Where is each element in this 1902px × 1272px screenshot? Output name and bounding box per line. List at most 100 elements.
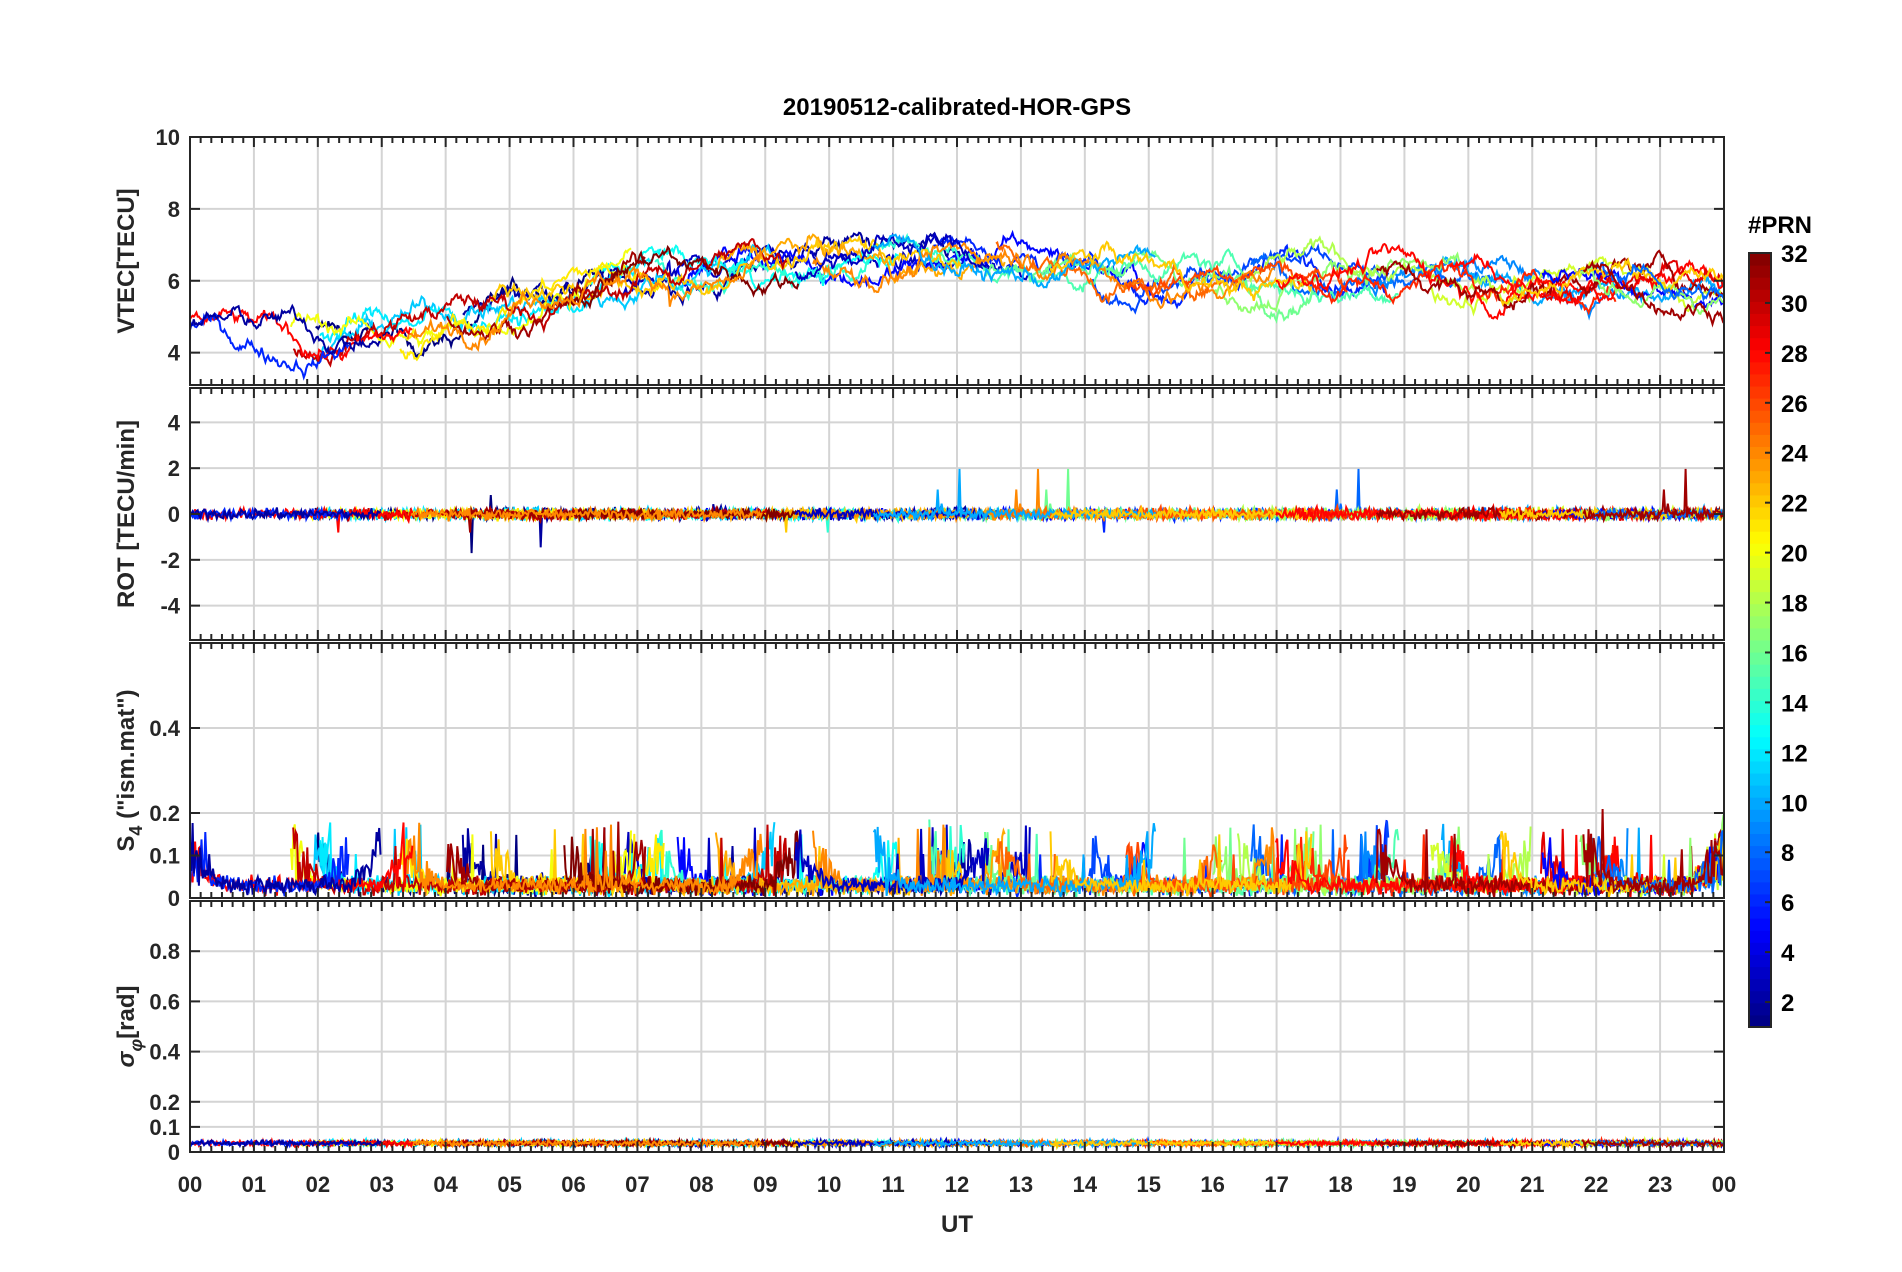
series-prn-2: [190, 506, 382, 524]
y-axis-label: σφ[rad]: [113, 986, 146, 1068]
series-prn-22: [1049, 831, 1313, 897]
series-prn-24: [407, 505, 763, 524]
series-prn-31: [1582, 468, 1724, 524]
series-prn-3: [794, 829, 990, 895]
colorbar-segment: [1749, 712, 1771, 726]
colorbar-segment: [1749, 773, 1771, 786]
series-prn-28: [190, 307, 413, 362]
colorbar-segment: [1749, 265, 1771, 278]
y-tick-label: 2: [168, 456, 180, 481]
colorbar-tick-label: 30: [1781, 291, 1808, 318]
tick-marks: [189, 388, 1725, 640]
colorbar-segment: [1749, 386, 1771, 399]
y-tick-label: 0: [168, 886, 180, 911]
series-prn-2: [190, 303, 381, 356]
y-tick-label: 8: [168, 197, 180, 222]
colorbar-segment: [1749, 821, 1771, 834]
y-tick-label: 0.2: [149, 801, 180, 826]
colorbar-segment: [1749, 289, 1771, 302]
colorbar-segment: [1749, 337, 1771, 351]
x-tick-label: 05: [497, 1172, 521, 1197]
series-prn-24: [406, 248, 763, 353]
series-prn-10: [872, 1136, 1156, 1149]
colorbar-segment: [1749, 603, 1771, 617]
colorbar-segment: [1749, 688, 1771, 701]
colorbar-segment: [1749, 676, 1771, 689]
x-tick-label: 15: [1137, 1172, 1161, 1197]
x-tick-label: 12: [945, 1172, 969, 1197]
colorbar-segment: [1749, 833, 1771, 847]
series-prn-10: [873, 233, 1156, 289]
colorbar-tick-label: 20: [1781, 541, 1808, 568]
colorbar-segment: [1749, 990, 1771, 1004]
panel-rot: -4 -2 0 2 4 ROT [TECU/min]: [113, 387, 1725, 641]
series-prn-24: [406, 822, 763, 896]
series-prn-31: [1582, 1138, 1724, 1150]
y-tick-label: 4: [168, 410, 181, 435]
series-prn-22: [490, 234, 963, 306]
colorbar-segment: [1749, 446, 1771, 460]
x-tick-label: 00: [178, 1172, 202, 1197]
y-tick-label: 0.1: [149, 1115, 180, 1140]
y-tick-label: 0: [168, 502, 180, 527]
series-prn-22: [1049, 240, 1313, 302]
y-tick-label: 4: [168, 341, 181, 366]
series-prn-31: [1582, 808, 1724, 896]
x-tick-label: 04: [433, 1172, 458, 1197]
colorbar-tick-label: 8: [1781, 840, 1794, 867]
x-tick-label: 19: [1392, 1172, 1416, 1197]
y-tick-label: 6: [168, 269, 180, 294]
colorbar-segment: [1749, 966, 1771, 980]
colorbar-tick-label: 12: [1781, 740, 1808, 767]
x-tick-label: 02: [306, 1172, 330, 1197]
series-prn-28: [1275, 242, 1621, 321]
plot-frame: [189, 642, 1725, 899]
colorbar-segment: [1749, 700, 1771, 714]
colorbar-segment: [1749, 893, 1771, 907]
colorbar-segment: [1749, 253, 1771, 266]
series-prn-22: [1499, 257, 1724, 307]
colorbar-segment: [1749, 506, 1771, 520]
y-axis-label: S4 ("ism.mat"): [113, 689, 146, 851]
y-axis-label-rest: [rad]: [113, 986, 140, 1039]
colorbar-segment: [1749, 627, 1771, 641]
y-tick-label: 0.6: [149, 989, 180, 1014]
colorbar-segment: [1749, 615, 1771, 629]
plot-frame: [189, 136, 1725, 386]
series-prn-22: [1049, 1137, 1312, 1151]
series-group: [190, 229, 1724, 381]
x-tick-label: 13: [1009, 1172, 1033, 1197]
series-group: [190, 1135, 1724, 1151]
colorbar-segment: [1749, 422, 1771, 435]
colorbar-segment: [1749, 857, 1771, 871]
series-prn-31: [446, 250, 646, 341]
x-tick-label: 20: [1456, 1172, 1480, 1197]
x-axis-label: UT: [941, 1211, 973, 1238]
series-prn-20: [289, 247, 632, 349]
colorbar-frame: [1748, 252, 1772, 1028]
x-tick-label: 14: [1073, 1172, 1098, 1197]
x-tick-label: 18: [1328, 1172, 1352, 1197]
y-tick-label: 0.8: [149, 939, 180, 964]
series-prn-31: [1375, 249, 1724, 311]
colorbar-segment: [1749, 930, 1771, 943]
colorbar-segment: [1749, 906, 1771, 919]
colorbar-segment: [1749, 881, 1771, 895]
colorbar-segment: [1749, 1014, 1771, 1028]
x-tick-label: 17: [1264, 1172, 1288, 1197]
colorbar-segment: [1749, 797, 1771, 810]
x-tick-label: 01: [242, 1172, 266, 1197]
series-group: [190, 468, 1724, 554]
series-prn-24: [406, 1137, 763, 1150]
colorbar-segment: [1749, 410, 1771, 423]
series-prn-3: [622, 244, 1031, 296]
series-prn-16: [984, 249, 1315, 324]
colorbar-segment: [1749, 736, 1771, 750]
x-tick-label: 21: [1520, 1172, 1544, 1197]
series-prn-8: [1595, 830, 1724, 896]
y-axis-label: VTEC[TECU]: [113, 188, 140, 333]
series-prn-6: [190, 505, 350, 523]
x-tick-label: 06: [561, 1172, 585, 1197]
colorbar-segment: [1749, 543, 1771, 556]
